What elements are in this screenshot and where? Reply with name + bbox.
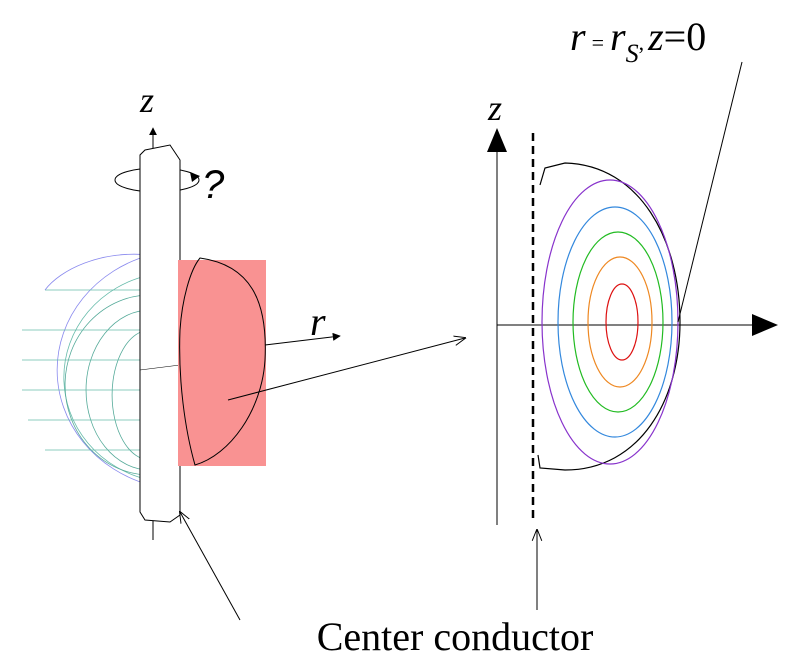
r-arrowhead: [752, 314, 778, 336]
point-sub: S: [626, 39, 639, 68]
point-eq0: =0: [664, 14, 707, 59]
conductor-rod: [140, 145, 180, 522]
right-z-label: z: [487, 88, 502, 128]
z-arrowhead: [487, 128, 507, 152]
plane: [178, 260, 266, 466]
mesh: [22, 254, 150, 485]
diagram: z ? r z r=rS,z=0 Center conductor: [0, 0, 790, 660]
point-label: r=rS,z=0: [570, 14, 706, 68]
r-arrow: [265, 336, 340, 345]
radial-label: r: [310, 299, 326, 344]
point-eq: =: [592, 30, 604, 55]
point-z: z: [647, 14, 664, 59]
contours: [538, 163, 680, 470]
pointer-line: [678, 62, 742, 322]
point-comma: ,: [639, 30, 645, 55]
point-r: r: [570, 14, 586, 59]
caption: Center conductor: [317, 614, 594, 659]
left-z-label: z: [139, 80, 154, 120]
rotation-label: ?: [202, 163, 225, 207]
caption-arrow-left: [180, 512, 240, 620]
point-rs: r: [610, 14, 626, 59]
